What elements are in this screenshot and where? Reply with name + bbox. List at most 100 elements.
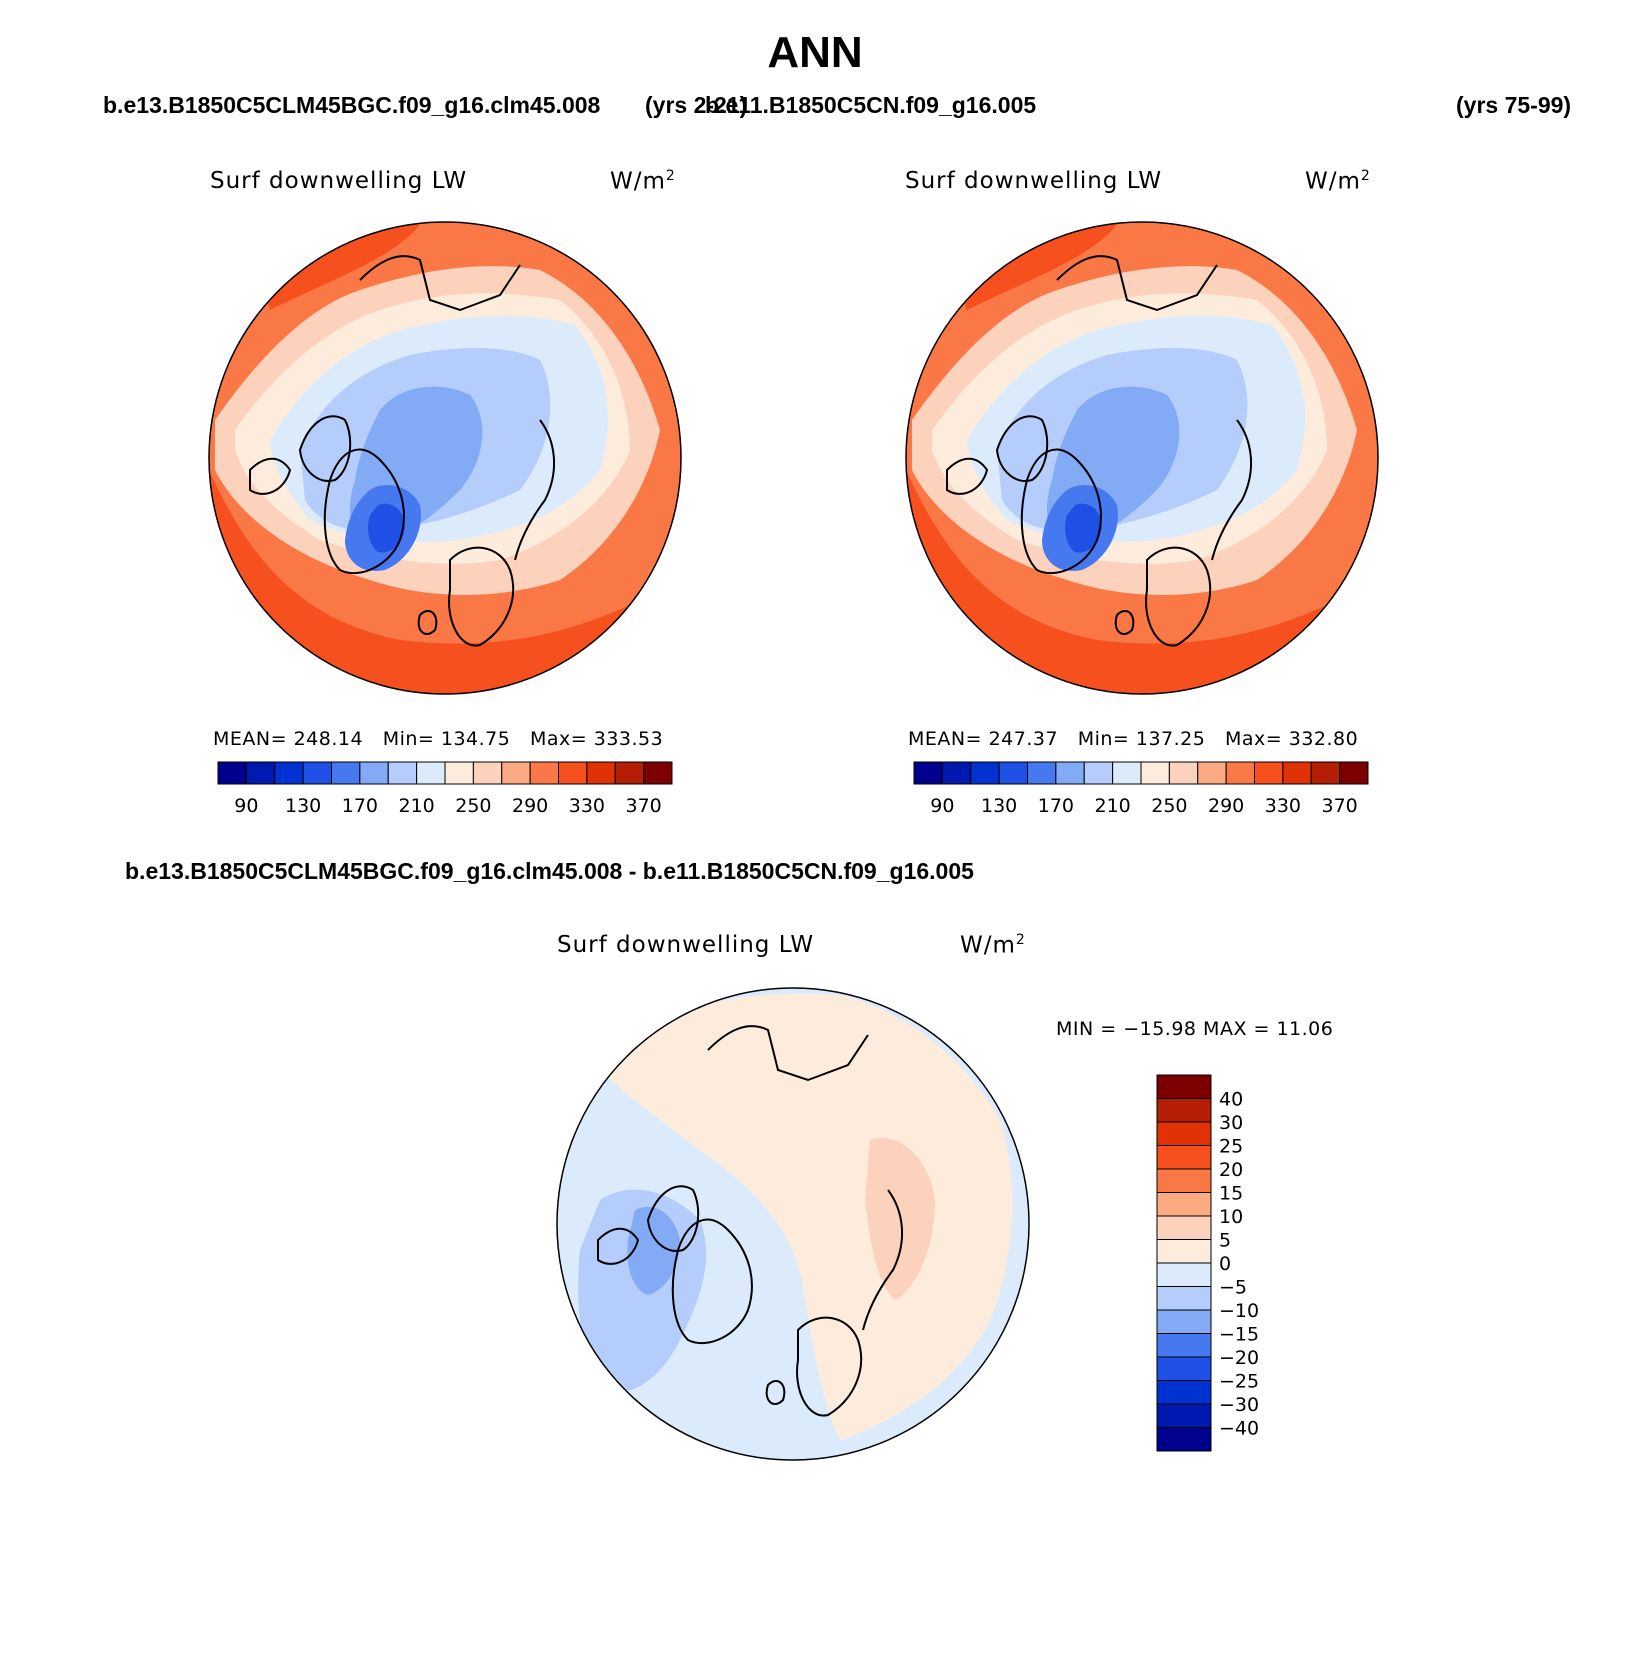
colorbar1-tick-4: 250 <box>455 795 491 817</box>
colorbar3-swatch-11 <box>1156 1333 1212 1358</box>
colorbar1-swatch-6 <box>387 761 418 785</box>
colorbar2-tick-1: 130 <box>981 795 1017 817</box>
colorbar3-tick-0: 40 <box>1219 1089 1243 1111</box>
panel1-units-label: W/m2 <box>610 168 676 195</box>
colorbar3-tick-3: 20 <box>1219 1159 1243 1181</box>
colorbar3-swatch-8 <box>1156 1262 1212 1287</box>
colorbar1-tick-5: 290 <box>512 795 548 817</box>
colorbar3-tick-1: 30 <box>1219 1112 1243 1134</box>
panel1-variable-label: Surf downwelling LW <box>210 168 468 194</box>
colorbar2-swatch-8 <box>1140 761 1170 785</box>
panel1-units-text: W/m <box>610 168 666 195</box>
panel1-max-value: 333.53 <box>593 728 664 750</box>
colorbar3-swatch-5 <box>1156 1192 1212 1217</box>
difference-units-label: W/m2 <box>960 932 1026 959</box>
map1-border <box>208 221 682 695</box>
map3-warm-region <box>600 993 1013 1440</box>
colorbar1-swatch-15 <box>643 761 673 785</box>
colorbar1-swatch-8 <box>444 761 474 785</box>
colorbar1-swatch-9 <box>472 761 503 785</box>
difference-title: b.e13.B1850C5CLM45BGC.f09_g16.clm45.008 … <box>125 858 974 884</box>
colorbar2: 90 130 170 210 250 290 330 370 <box>913 761 1369 817</box>
map1-atlantic-warm <box>209 470 681 694</box>
colorbar2-swatch-6 <box>1083 761 1114 785</box>
difference-units-text: W/m <box>960 932 1016 959</box>
colorbar3-swatch-3 <box>1156 1145 1212 1170</box>
map2-band-150 <box>1065 503 1102 553</box>
colorbar2-swatch-0 <box>913 761 943 785</box>
map3-cool-core <box>627 1206 680 1295</box>
map2-border <box>905 221 1379 695</box>
panel1-stats: MEAN= 248.14 Min= 134.75 Max= 333.53 <box>213 728 663 750</box>
panel1-units-sup: 2 <box>665 168 676 184</box>
colorbar1-swatch-1 <box>245 761 276 785</box>
colorbar2-swatch-9 <box>1168 761 1199 785</box>
colorbar2-swatch-3 <box>998 761 1028 785</box>
colorbar1-swatch-4 <box>331 761 361 785</box>
panel2-units-label: W/m2 <box>1305 168 1371 195</box>
panel2-min-value: 137.25 <box>1135 728 1206 750</box>
colorbar3-tick-12: −25 <box>1219 1371 1259 1393</box>
panel2-max-value: 332.80 <box>1288 728 1359 750</box>
map2-coastlines <box>946 255 1253 647</box>
panel2-stats: MEAN= 247.37 Min= 137.25 Max= 332.80 <box>908 728 1358 750</box>
panel2-units-text: W/m <box>1305 168 1361 195</box>
colorbar3-swatch-1 <box>1156 1098 1212 1123</box>
colorbar2-swatch-13 <box>1282 761 1312 785</box>
panel2-units-sup: 2 <box>1360 168 1371 184</box>
colorbar1-swatch-5 <box>359 761 389 785</box>
colorbar1-tick-7: 370 <box>625 795 661 817</box>
colorbar1-swatch-12 <box>558 761 588 785</box>
colorbar2-swatch-7 <box>1112 761 1142 785</box>
colorbar2-swatch-1 <box>941 761 972 785</box>
colorbar2-tick-6: 330 <box>1265 795 1301 817</box>
colorbar1-swatch-14 <box>614 761 645 785</box>
colorbar3-tick-2: 25 <box>1219 1136 1243 1158</box>
colorbar1-swatch-0 <box>217 761 247 785</box>
colorbar3-tick-10: −15 <box>1219 1324 1259 1346</box>
map1-band-150 <box>368 503 405 553</box>
colorbar1-swatch-3 <box>302 761 332 785</box>
colorbar1-tick-2: 170 <box>342 795 378 817</box>
colorbar3-tick-14: −40 <box>1219 1418 1259 1440</box>
colorbar2-tick-2: 170 <box>1038 795 1074 817</box>
colorbar2-swatch-15 <box>1339 761 1369 785</box>
colorbar3-swatch-9 <box>1156 1286 1212 1311</box>
colorbar3-tick-6: 5 <box>1219 1230 1231 1252</box>
difference-minmax: MIN = −15.98 MAX = 11.06 <box>1056 1018 1334 1040</box>
map1-coastlines <box>249 255 556 647</box>
colorbar1-tick-1: 130 <box>285 795 321 817</box>
colorbar3-tick-8: −5 <box>1219 1277 1247 1299</box>
panel2-min-label: Min= <box>1077 728 1130 750</box>
colorbar3-swatch-7 <box>1156 1239 1212 1264</box>
panel2-mean-label: MEAN= <box>908 728 983 750</box>
colorbar3-swatch-15 <box>1156 1427 1212 1452</box>
colorbar2-swatch-12 <box>1254 761 1284 785</box>
map2-atlantic-warm <box>906 470 1378 694</box>
colorbar1-swatch-7 <box>416 761 446 785</box>
colorbar2-tick-3: 210 <box>1094 795 1130 817</box>
panel1-mean-label: MEAN= <box>213 728 288 750</box>
colorbar2-swatch-11 <box>1225 761 1255 785</box>
colorbar1-swatch-10 <box>501 761 531 785</box>
colorbar3-tick-7: 0 <box>1219 1253 1231 1275</box>
map1 <box>209 222 681 694</box>
colorbar2-swatch-5 <box>1055 761 1085 785</box>
colorbar3-tick-11: −20 <box>1219 1347 1259 1369</box>
colorbar3-swatch-10 <box>1156 1309 1212 1334</box>
colorbar2-tick-4: 250 <box>1151 795 1187 817</box>
colorbar3-tick-9: −10 <box>1219 1300 1259 1322</box>
main-title: ANN <box>767 28 863 77</box>
colorbar3-swatch-0 <box>1156 1074 1212 1099</box>
colorbar3-tick-4: 15 <box>1219 1183 1243 1205</box>
panel2-max-label: Max= <box>1224 728 1283 750</box>
colorbar2-tick-5: 290 <box>1208 795 1244 817</box>
colorbar2-tick-7: 370 <box>1321 795 1357 817</box>
colorbar2-tick-0: 90 <box>930 795 954 817</box>
map2 <box>906 222 1378 694</box>
panel1-case-title: b.e13.B1850C5CLM45BGC.f09_g16.clm45.008 <box>103 92 601 118</box>
difference-units-sup: 2 <box>1015 932 1026 948</box>
panel1-mean-value: 248.14 <box>293 728 364 750</box>
